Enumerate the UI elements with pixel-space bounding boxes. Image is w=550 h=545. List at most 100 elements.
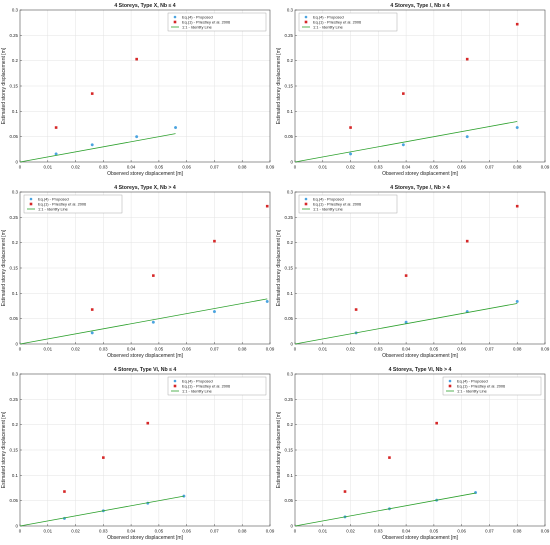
y-tick-label: 0.25 [284,33,293,38]
identity-line [19,298,268,345]
y-tick-label: 0 [16,524,19,529]
x-axis-label: Observed storey displacement [m] [382,535,458,541]
x-tick-label: 0.06 [182,165,191,170]
chart-panel-4: 0 0.01 0.02 0.03 0.04 0.05 0.06 0.07 0.08 0.09 0 0.… [276,185,550,359]
legend-box [167,12,267,32]
legend-box [442,376,542,396]
x-tick-label: 0.01 [44,165,53,170]
x-tick-label: 0.09 [541,165,550,170]
legend-square-swatch [304,202,308,206]
legend-entry: Eq.(1) - Priestley et al. 2006 [457,383,505,388]
priestley-point [152,274,155,277]
axes-frame [19,9,271,163]
y-tick-label: 0.2 [12,58,19,63]
x-tick-label: 0.01 [319,529,328,534]
y-tick-label: 0.2 [287,58,294,63]
x-tick-label: 0.04 [127,347,136,352]
x-tick-label: 0.01 [44,529,53,534]
legend-square-swatch [29,202,33,206]
y-tick-label: 0.15 [9,448,18,453]
chart-panel-6: 0 0.01 0.02 0.03 0.04 0.05 0.06 0.07 0.08 0.09 0 0.… [276,367,550,541]
x-tick-label: 0.07 [210,347,219,352]
x-tick-label: 0.01 [319,165,328,170]
y-tick-label: 0.2 [287,422,294,427]
y-tick-label: 0.3 [287,190,294,195]
y-tick-label: 0.25 [284,215,293,220]
y-tick-label: 0.1 [12,109,19,114]
y-tick-label: 0.05 [9,134,18,139]
x-tick-label: 0.09 [541,347,550,352]
y-tick-label: 0.3 [287,372,294,377]
priestley-point [135,57,138,61]
priestley-point [435,421,438,425]
priestley-point [515,204,519,208]
x-tick-label: 0.04 [402,347,411,352]
y-tick-label: 0.2 [12,422,19,427]
x-tick-label: 0.08 [513,529,522,534]
legend-entry: 1:1 - Identity Line [182,24,212,29]
y-tick-label: 0 [291,524,294,529]
x-tick-label: 0.02 [71,165,80,170]
x-tick-label: 0.03 [374,529,383,534]
legend-circle-swatch [173,15,177,19]
y-axis-label: Estimated storey displacement [m] [276,229,282,306]
proposed-point [151,320,155,324]
priestley-point [343,490,347,493]
y-tick-label: 0.25 [9,397,18,402]
proposed-point [54,152,58,156]
x-tick-label: 0.08 [238,529,247,534]
legend-entry: 1:1 - Identity Line [313,24,343,29]
x-tick-label: 0.03 [374,347,383,352]
priestley-point [90,308,94,311]
proposed-point [401,143,405,147]
priestley-point [213,239,216,243]
proposed-point [212,310,216,314]
chart-title: 4 Storeys, Type /, Nb ≤ 4 [390,3,449,9]
legend-circle-swatch [304,15,308,19]
legend-square-swatch [304,20,308,24]
proposed-point [515,299,519,303]
y-tick-label: 0.25 [9,33,18,38]
x-tick-label: 0 [294,529,297,534]
priestley-point [388,456,391,459]
y-tick-label: 0.1 [12,291,19,296]
legend-entry: Eq.(4) - Proposed [313,196,344,201]
x-tick-label: 0.07 [485,529,494,534]
chart-title: 4 Storeys, Type Vi, Nb > 4 [389,367,452,373]
chart-title: 4 Storeys, Type Vi, Nb ≤ 4 [114,367,177,373]
y-tick-label: 0.05 [284,134,293,139]
y-axis-label: Estimated storey displacement [m] [276,411,282,488]
x-tick-label: 0.09 [266,347,275,352]
y-axis-label: Estimated storey displacement [m] [1,411,7,488]
x-tick-label: 0 [19,347,22,352]
priestley-point [54,126,58,129]
proposed-point [515,126,519,130]
x-tick-label: 0.06 [457,347,466,352]
legend-circle-swatch [304,197,308,201]
priestley-point [265,204,269,208]
x-tick-label: 0.08 [238,347,247,352]
x-tick-label: 0.02 [346,529,355,534]
x-tick-label: 0.02 [71,529,80,534]
x-tick-label: 0.05 [155,347,164,352]
y-tick-label: 0.25 [9,215,18,220]
legend-entry: 1:1 - Identity Line [313,206,343,211]
priestley-point [354,308,358,311]
y-tick-label: 0.2 [287,240,294,245]
y-tick-label: 0 [291,342,294,347]
axes-frame [294,373,546,527]
x-tick-label: 0.06 [182,529,191,534]
legend-circle-swatch [173,379,177,383]
x-tick-label: 0 [294,165,297,170]
legend-circle-swatch [448,379,452,383]
x-tick-label: 0.07 [485,165,494,170]
y-tick-label: 0.1 [287,109,294,114]
x-axis-label: Observed storey displacement [m] [107,353,183,359]
x-tick-label: 0.01 [319,347,328,352]
legend-entry: 1:1 - Identity Line [38,206,68,211]
